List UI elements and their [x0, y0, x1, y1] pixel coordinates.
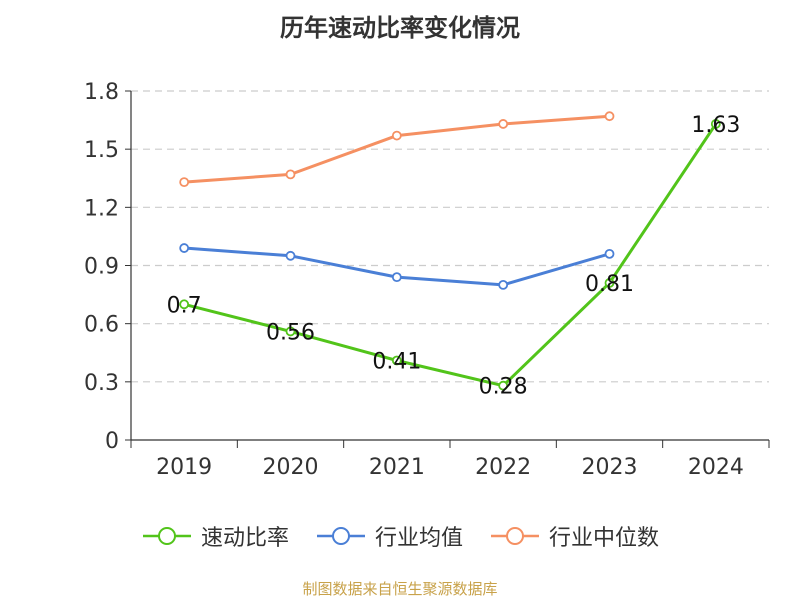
x-tick-label: 2019	[156, 455, 212, 480]
legend: 速动比率 行业均值 行业中位数	[0, 520, 800, 552]
data-point	[604, 248, 615, 259]
data-point	[179, 177, 190, 188]
data-point	[391, 272, 402, 283]
x-tick-label: 2020	[263, 455, 319, 480]
data-point	[179, 243, 190, 253]
data-point	[285, 250, 296, 261]
chart-title: 历年速动比率变化情况	[280, 14, 520, 42]
legend-line-icon	[491, 527, 539, 545]
y-tick-label: 1.2	[84, 196, 119, 221]
data-label: 0.7	[167, 293, 202, 318]
legend-label: 行业中位数	[549, 526, 660, 551]
legend-label: 速动比率	[200, 526, 289, 551]
y-tick-label: 0.3	[84, 371, 119, 396]
data-point	[391, 355, 402, 366]
data-label: 0.81	[585, 272, 634, 297]
data-point	[179, 299, 190, 310]
legend-item[interactable]: 行业均值	[315, 520, 463, 552]
data-point	[391, 130, 402, 141]
source-note: 制图数据来自恒生聚源数据库	[302, 580, 498, 598]
x-tick-label: 2022	[475, 455, 531, 480]
y-tick-label: 0	[105, 429, 119, 454]
x-tick-label: 2021	[369, 455, 425, 480]
data-point	[498, 119, 509, 129]
legend-line-icon	[316, 527, 365, 545]
data-point	[498, 380, 509, 391]
data-label: 0.28	[479, 375, 528, 400]
y-tick-label: 0.6	[84, 313, 119, 338]
legend-item[interactable]: 行业中位数	[489, 520, 659, 552]
data-point	[604, 111, 615, 122]
x-tick-label: 2024	[688, 455, 744, 480]
legend-label: 行业均值	[374, 526, 463, 551]
x-tick-label: 2023	[582, 455, 638, 480]
y-tick-label: 1.5	[84, 138, 119, 163]
y-tick-label: 0.9	[84, 255, 119, 280]
data-point	[285, 326, 296, 337]
data-point	[285, 169, 296, 180]
data-point	[710, 119, 721, 129]
series-line-0	[183, 123, 718, 388]
y-tick-label: 1.8	[84, 80, 119, 105]
data-label: 0.41	[372, 350, 421, 375]
legend-line-icon	[142, 527, 191, 545]
legend-item[interactable]: 速动比率	[141, 520, 289, 552]
data-point	[604, 278, 615, 288]
data-label: 0.56	[266, 320, 315, 345]
data-label: 1.63	[691, 113, 740, 138]
data-point	[498, 279, 509, 290]
